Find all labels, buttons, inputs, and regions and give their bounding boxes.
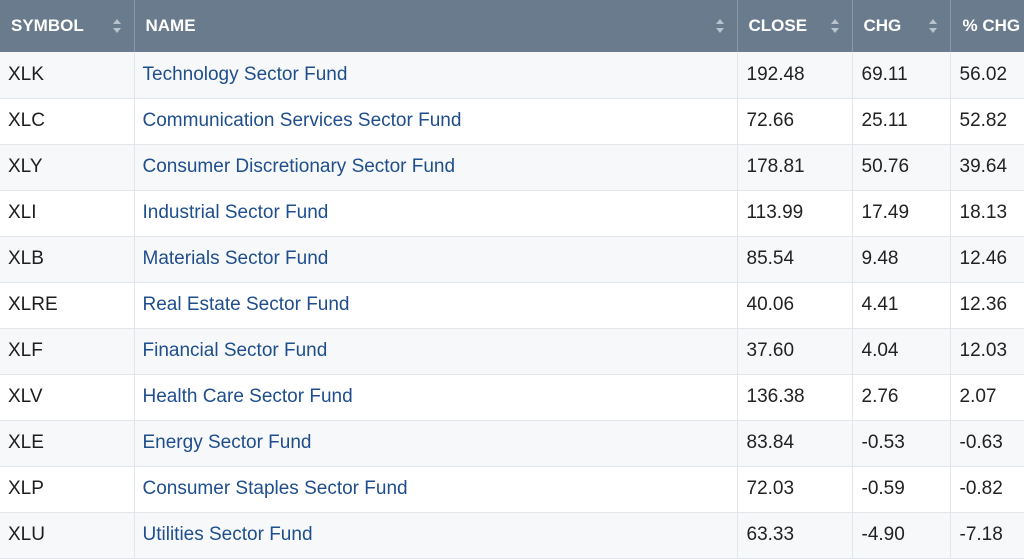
fund-name-link[interactable]: Utilities Sector Fund [142, 524, 313, 545]
table-row: XLP Consumer Staples Sector Fund 72.03 -… [0, 466, 1024, 513]
table-row: XLY Consumer Discretionary Sector Fund 1… [0, 144, 1024, 191]
chg-cell: 2.76 [852, 374, 951, 421]
close-cell: 63.33 [737, 512, 853, 559]
sort-arrows-icon[interactable] [928, 18, 938, 34]
table-row: XLK Technology Sector Fund 192.48 69.11 … [0, 52, 1024, 99]
name-cell: Health Care Sector Fund [134, 374, 738, 421]
sort-arrows-icon[interactable] [830, 18, 840, 34]
pct-chg-cell: -0.63 [950, 420, 1024, 467]
name-cell: Energy Sector Fund [134, 420, 738, 467]
symbol-cell: XLC [0, 98, 135, 145]
chg-cell: -4.90 [852, 512, 951, 559]
fund-name-link[interactable]: Consumer Staples Sector Fund [142, 478, 408, 499]
sort-arrows-icon[interactable] [112, 18, 122, 34]
fund-name-link[interactable]: Communication Services Sector Fund [142, 110, 462, 131]
column-header-label: CLOSE [748, 16, 808, 35]
name-cell: Industrial Sector Fund [134, 190, 738, 237]
symbol-cell: XLE [0, 420, 135, 467]
name-cell: Real Estate Sector Fund [134, 282, 738, 329]
sort-arrows-icon[interactable] [715, 18, 725, 34]
table-row: XLI Industrial Sector Fund 113.99 17.49 … [0, 190, 1024, 237]
close-cell: 85.54 [737, 236, 853, 283]
chg-cell: 25.11 [852, 98, 951, 145]
pct-chg-cell: -7.18 [950, 512, 1024, 559]
close-cell: 178.81 [737, 144, 853, 191]
fund-name-link[interactable]: Financial Sector Fund [142, 340, 328, 361]
fund-name-link[interactable]: Health Care Sector Fund [142, 386, 353, 407]
table-body: XLK Technology Sector Fund 192.48 69.11 … [0, 52, 1024, 559]
table-row: XLC Communication Services Sector Fund 7… [0, 98, 1024, 145]
close-cell: 83.84 [737, 420, 853, 467]
name-cell: Communication Services Sector Fund [134, 98, 738, 145]
name-cell: Consumer Discretionary Sector Fund [134, 144, 738, 191]
chg-cell: -0.53 [852, 420, 951, 467]
column-header-close[interactable]: CLOSE [737, 0, 853, 52]
symbol-cell: XLV [0, 374, 135, 421]
close-cell: 192.48 [737, 52, 853, 99]
symbol-cell: XLF [0, 328, 135, 375]
pct-chg-cell: 12.03 [950, 328, 1024, 375]
pct-chg-cell: 39.64 [950, 144, 1024, 191]
fund-name-link[interactable]: Materials Sector Fund [142, 248, 329, 269]
close-cell: 72.66 [737, 98, 853, 145]
header-row: SYMBOL NAME CLOSE CHG [0, 0, 1024, 52]
chg-cell: 4.41 [852, 282, 951, 329]
name-cell: Materials Sector Fund [134, 236, 738, 283]
name-cell: Consumer Staples Sector Fund [134, 466, 738, 513]
column-header-name[interactable]: NAME [134, 0, 738, 52]
table-header: SYMBOL NAME CLOSE CHG [0, 0, 1024, 52]
chg-cell: 4.04 [852, 328, 951, 375]
symbol-cell: XLI [0, 190, 135, 237]
close-cell: 37.60 [737, 328, 853, 375]
chg-cell: 50.76 [852, 144, 951, 191]
fund-name-link[interactable]: Real Estate Sector Fund [142, 294, 350, 315]
column-header-chg[interactable]: CHG [852, 0, 951, 52]
chg-cell: -0.59 [852, 466, 951, 513]
chg-cell: 17.49 [852, 190, 951, 237]
close-cell: 113.99 [737, 190, 853, 237]
column-header-pct-chg[interactable]: % CHG [950, 0, 1024, 52]
fund-name-link[interactable]: Industrial Sector Fund [142, 202, 329, 223]
table-row: XLF Financial Sector Fund 37.60 4.04 12.… [0, 328, 1024, 375]
name-cell: Financial Sector Fund [134, 328, 738, 375]
name-cell: Technology Sector Fund [134, 52, 738, 99]
symbol-cell: XLRE [0, 282, 135, 329]
symbol-cell: XLP [0, 466, 135, 513]
table-row: XLRE Real Estate Sector Fund 40.06 4.41 … [0, 282, 1024, 329]
column-header-symbol[interactable]: SYMBOL [0, 0, 135, 52]
pct-chg-cell: 2.07 [950, 374, 1024, 421]
symbol-cell: XLU [0, 512, 135, 559]
pct-chg-cell: 56.02 [950, 52, 1024, 99]
chg-cell: 9.48 [852, 236, 951, 283]
pct-chg-cell: 52.82 [950, 98, 1024, 145]
column-header-label: % CHG [962, 16, 1021, 35]
table-row: XLE Energy Sector Fund 83.84 -0.53 -0.63 [0, 420, 1024, 467]
pct-chg-cell: 12.36 [950, 282, 1024, 329]
pct-chg-cell: 18.13 [950, 190, 1024, 237]
symbol-cell: XLY [0, 144, 135, 191]
close-cell: 40.06 [737, 282, 853, 329]
symbol-cell: XLB [0, 236, 135, 283]
symbol-cell: XLK [0, 52, 135, 99]
fund-name-link[interactable]: Technology Sector Fund [142, 63, 348, 85]
table-row: XLU Utilities Sector Fund 63.33 -4.90 -7… [0, 512, 1024, 559]
close-cell: 136.38 [737, 374, 853, 421]
fund-name-link[interactable]: Energy Sector Fund [142, 432, 312, 453]
chg-cell: 69.11 [852, 52, 951, 99]
fund-name-link[interactable]: Consumer Discretionary Sector Fund [142, 156, 456, 177]
column-header-label: CHG [863, 16, 902, 35]
column-header-label: SYMBOL [11, 16, 84, 35]
table-row: XLV Health Care Sector Fund 136.38 2.76 … [0, 374, 1024, 421]
table-row: XLB Materials Sector Fund 85.54 9.48 12.… [0, 236, 1024, 283]
column-header-label: NAME [145, 16, 196, 35]
pct-chg-cell: 12.46 [950, 236, 1024, 283]
name-cell: Utilities Sector Fund [134, 512, 738, 559]
pct-chg-cell: -0.82 [950, 466, 1024, 513]
close-cell: 72.03 [737, 466, 853, 513]
